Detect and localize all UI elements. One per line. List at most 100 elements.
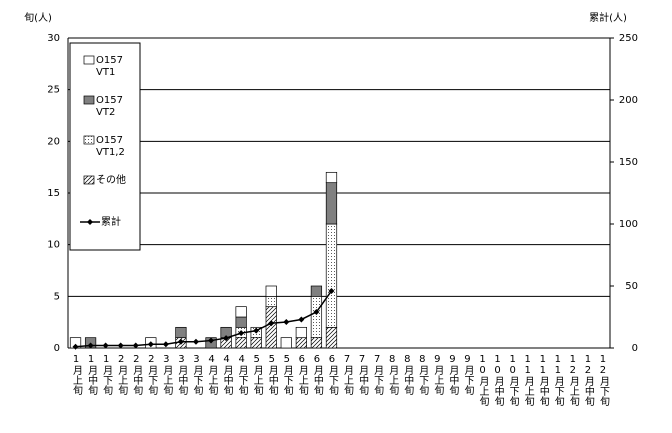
line-marker xyxy=(102,342,109,349)
legend-label: O157 VT2 xyxy=(96,95,123,118)
x-tick-label: 12月下旬 xyxy=(597,354,609,406)
line-marker xyxy=(162,341,169,348)
line-marker xyxy=(72,343,79,350)
line-marker xyxy=(132,342,139,349)
bar-segment xyxy=(280,337,292,349)
x-tick-label: 9月下旬 xyxy=(461,354,473,395)
line-marker xyxy=(177,338,184,345)
bar-segment xyxy=(310,285,323,297)
line-marker xyxy=(117,342,124,349)
bar-segment xyxy=(265,306,277,349)
legend-label: O157 VT1,2 xyxy=(96,135,125,158)
line-marker xyxy=(253,327,260,334)
line-marker xyxy=(313,309,320,316)
y-tick-label: 0 xyxy=(54,343,60,354)
x-tick-label: 10月下旬 xyxy=(507,354,519,406)
legend-label: その他 xyxy=(96,173,126,186)
legend-swatch xyxy=(83,135,95,145)
y2-tick-label: 50 xyxy=(625,281,638,292)
bar-segment xyxy=(250,337,262,349)
x-tick-label: 1月中旬 xyxy=(85,354,97,395)
legend-swatch xyxy=(83,175,95,185)
x-tick-label: 9月上旬 xyxy=(431,354,443,395)
y-tick-label: 5 xyxy=(54,291,60,302)
y2-tick-label: 100 xyxy=(619,219,638,230)
x-tick-label: 5月上旬 xyxy=(251,354,263,395)
x-tick-label: 12月上旬 xyxy=(567,354,579,406)
bar-segment xyxy=(325,171,338,184)
legend-marker xyxy=(87,219,93,225)
line-marker xyxy=(208,337,215,344)
x-tick-label: 2月中旬 xyxy=(130,354,142,395)
x-tick-label: 3月下旬 xyxy=(190,354,202,395)
x-tick-label: 7月中旬 xyxy=(356,354,368,395)
y2-tick-label: 0 xyxy=(632,343,638,354)
line-marker xyxy=(268,320,275,327)
y2-tick-label: 150 xyxy=(619,157,638,168)
x-tick-label: 4月下旬 xyxy=(236,354,248,395)
x-tick-label: 1月上旬 xyxy=(70,354,82,395)
y-tick-label: 10 xyxy=(47,240,60,251)
cumulative-line xyxy=(75,290,333,348)
line-marker xyxy=(298,316,305,323)
x-tick-label: 11月上旬 xyxy=(522,354,534,406)
x-tick-label: 8月下旬 xyxy=(416,354,428,395)
line-marker xyxy=(238,330,245,337)
line-marker xyxy=(87,342,94,349)
line-marker xyxy=(192,338,199,345)
y-tick-label: 30 xyxy=(47,33,60,44)
bar-segment xyxy=(325,223,338,328)
y2-axis-title: 累計(人) xyxy=(589,11,627,24)
line-marker xyxy=(147,341,154,348)
y-tick-label: 15 xyxy=(47,188,60,199)
x-tick-label: 6月下旬 xyxy=(326,354,338,395)
legend-swatch xyxy=(83,55,95,65)
legend-box xyxy=(69,42,141,251)
x-tick-label: 1月下旬 xyxy=(100,354,112,395)
x-tick-label: 2月上旬 xyxy=(115,354,127,395)
bar-segment xyxy=(175,326,187,339)
x-tick-label: 6月中旬 xyxy=(311,354,323,395)
bar-segment xyxy=(235,306,247,318)
legend-label: O157 VT1 xyxy=(96,55,123,78)
x-tick-label: 4月上旬 xyxy=(206,354,218,395)
bar-segment xyxy=(295,337,307,349)
bar-segment xyxy=(265,285,277,297)
x-tick-label: 5月下旬 xyxy=(281,354,293,395)
x-tick-label: 11月中旬 xyxy=(537,354,549,406)
bar-segment xyxy=(325,326,338,349)
bar-segment xyxy=(295,326,307,339)
legend-swatch xyxy=(83,95,95,105)
bar-segment xyxy=(235,316,247,328)
x-tick-label: 4月中旬 xyxy=(221,354,233,395)
x-tick-label: 8月上旬 xyxy=(386,354,398,395)
y-axis-title: 旬(人) xyxy=(24,11,52,24)
x-tick-label: 3月上旬 xyxy=(160,354,172,395)
y2-tick-label: 250 xyxy=(619,33,638,44)
x-tick-label: 11月下旬 xyxy=(552,354,564,406)
x-tick-label: 10月上旬 xyxy=(477,354,489,406)
y2-tick-label: 200 xyxy=(619,95,638,106)
x-tick-label: 12月中旬 xyxy=(582,354,594,406)
bar-segment xyxy=(310,295,323,339)
legend-label: 累計 xyxy=(101,215,121,228)
bar-segment xyxy=(235,337,247,349)
bar-segment xyxy=(265,295,277,308)
x-tick-label: 10月中旬 xyxy=(492,354,504,406)
x-tick-label: 3月中旬 xyxy=(175,354,187,395)
line-marker xyxy=(223,335,230,342)
bar-segment xyxy=(310,337,323,349)
y-tick-label: 20 xyxy=(47,136,60,147)
x-tick-label: 5月中旬 xyxy=(266,354,278,395)
line-marker xyxy=(283,318,290,325)
x-tick-label: 8月中旬 xyxy=(401,354,413,395)
x-tick-label: 2月下旬 xyxy=(145,354,157,395)
x-tick-label: 7月上旬 xyxy=(341,354,353,395)
x-tick-label: 6月上旬 xyxy=(296,354,308,395)
x-tick-label: 7月下旬 xyxy=(371,354,383,395)
bar-segment xyxy=(325,182,338,225)
x-tick-label: 9月中旬 xyxy=(446,354,458,395)
y-tick-label: 25 xyxy=(47,85,60,96)
